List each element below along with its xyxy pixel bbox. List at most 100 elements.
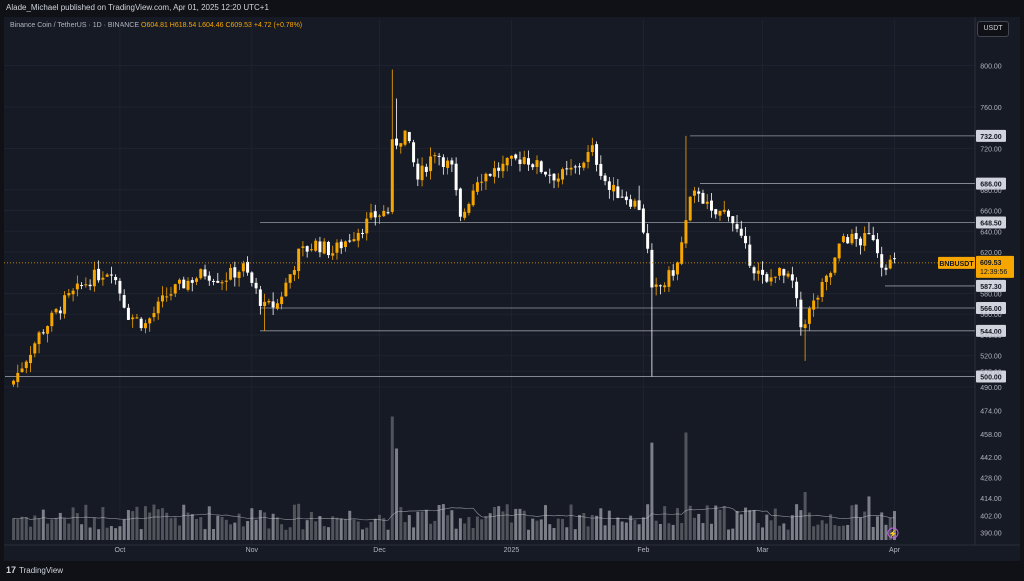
- volume-bar: [739, 514, 743, 540]
- candle-body: [778, 267, 782, 276]
- volume-bar: [497, 506, 501, 540]
- candle-body: [314, 240, 318, 251]
- candle-body: [284, 282, 288, 297]
- candle-body: [586, 152, 590, 162]
- candle-body: [684, 220, 688, 244]
- volume-bar: [233, 522, 237, 540]
- volume-bar: [454, 528, 458, 540]
- volume-bar: [748, 510, 752, 540]
- candle-body: [471, 190, 475, 206]
- candle-body: [441, 157, 445, 167]
- candle-body: [637, 200, 641, 210]
- volume-tick-label: 414.00: [980, 496, 1002, 503]
- volume-bar: [820, 520, 824, 540]
- symbol-tag-box: [938, 256, 975, 269]
- candle-body: [590, 145, 594, 153]
- candle-body: [837, 243, 841, 259]
- candle-body: [80, 285, 84, 287]
- candle-body: [152, 313, 156, 318]
- candle-body: [309, 249, 313, 251]
- volume-bar: [182, 504, 186, 540]
- price-tick-label: 490.00: [980, 385, 1002, 392]
- volume-bar: [75, 513, 79, 540]
- candle-body: [407, 132, 411, 142]
- price-tick-label: 680.00: [980, 188, 1002, 195]
- volume-bar: [586, 526, 590, 540]
- volume-bar: [688, 505, 692, 540]
- candle-body: [535, 160, 539, 167]
- volume-bar: [195, 518, 199, 540]
- price-tick-label: 580.00: [980, 291, 1002, 298]
- candle-body: [629, 199, 633, 207]
- volume-bar: [424, 509, 428, 540]
- candle-body: [339, 241, 343, 249]
- candle-body: [258, 289, 262, 306]
- volume-bar: [29, 526, 33, 540]
- level-label: 587.30: [980, 284, 1002, 291]
- candle-body: [386, 212, 390, 214]
- volume-bar: [165, 512, 169, 540]
- level-label: 732.00: [980, 134, 1002, 141]
- volume-bar: [352, 519, 356, 540]
- candle-body: [114, 276, 118, 281]
- volume-bar: [612, 525, 616, 540]
- volume-bar: [361, 529, 364, 540]
- volume-bar: [395, 448, 399, 540]
- volume-bar: [229, 524, 233, 540]
- candle-body: [301, 246, 305, 248]
- candle-body: [118, 280, 122, 294]
- candle-body: [390, 139, 394, 212]
- volume-bar: [105, 527, 109, 540]
- volume-bar: [624, 522, 628, 540]
- volume-bar: [437, 504, 441, 540]
- candle-body: [220, 282, 224, 284]
- candle-body: [739, 228, 743, 236]
- volume-bar: [152, 504, 156, 540]
- volume-bar: [178, 525, 181, 540]
- volume-bar: [509, 522, 513, 540]
- candle-body: [429, 156, 433, 172]
- volume-bar: [67, 523, 71, 540]
- volume-bar: [582, 513, 586, 540]
- volume-bar: [492, 507, 496, 540]
- chart-frame: [4, 17, 1020, 561]
- candle-body: [139, 318, 143, 329]
- volume-bar: [386, 529, 390, 540]
- symbol-name[interactable]: Binance Coin / TetherUS · 1D · BINANCE: [10, 22, 140, 29]
- candle-body: [24, 361, 28, 368]
- currency-button[interactable]: USDT: [977, 21, 1009, 37]
- candle-body: [829, 273, 833, 278]
- candle-body: [765, 274, 769, 282]
- candle-body: [769, 277, 773, 282]
- candle-body: [54, 309, 58, 313]
- candle-body: [207, 275, 211, 281]
- candle-body: [237, 271, 241, 279]
- candle-body: [492, 168, 496, 177]
- volume-bar: [535, 520, 539, 540]
- volume-bar: [654, 520, 658, 540]
- volume-tick-label: 390.00: [980, 531, 1002, 538]
- time-tick-label: 2025: [504, 547, 520, 554]
- candle-body: [616, 186, 620, 199]
- volume-bar: [331, 516, 335, 540]
- candle-body: [833, 257, 837, 273]
- candle-body: [573, 166, 577, 168]
- volume-ma-line: [13, 506, 895, 521]
- candle-body: [148, 318, 152, 324]
- volume-bar: [254, 519, 258, 540]
- volume-bar: [441, 504, 445, 540]
- candle-body: [420, 165, 424, 181]
- candle-body: [297, 248, 301, 272]
- volume-bar: [680, 523, 684, 540]
- candle-body: [752, 267, 756, 274]
- candle-body: [799, 299, 803, 328]
- candle-body: [892, 258, 896, 260]
- candle-body: [624, 196, 628, 201]
- candle-body: [212, 280, 216, 282]
- volume-bar: [629, 515, 633, 540]
- volume-bar: [212, 528, 216, 540]
- volume-bar: [773, 508, 777, 540]
- candle-body: [675, 262, 679, 275]
- candle-body: [880, 254, 884, 268]
